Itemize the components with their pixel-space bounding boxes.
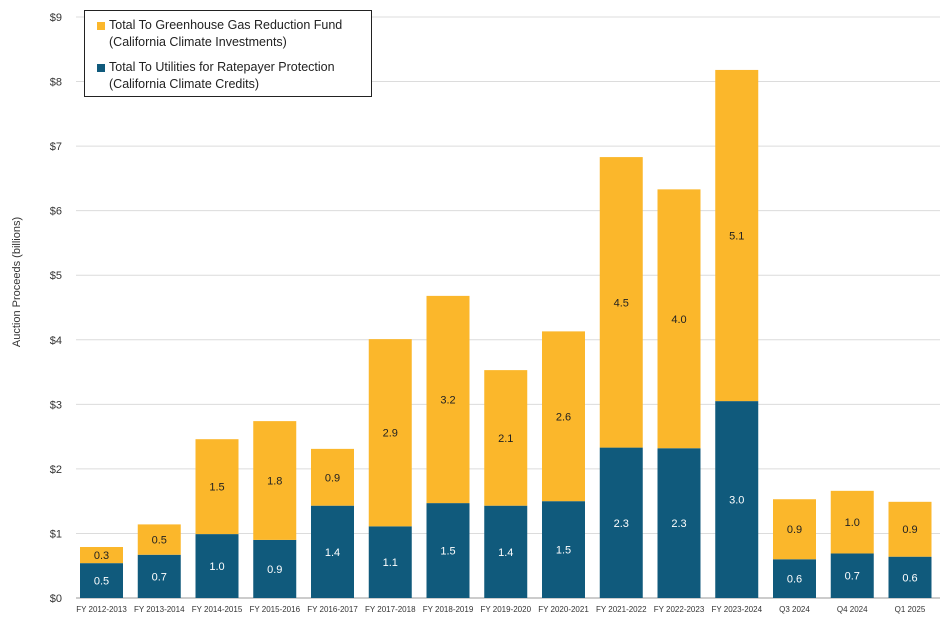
data-label-utilities: 0.5 — [94, 576, 109, 588]
y-axis-ticks: $0 $1 $2 $3 $4 $5 $6 $7 $8 $9 — [50, 12, 62, 605]
x-tick-label: FY 2021-2022 — [596, 605, 647, 614]
bar-utilities — [80, 563, 123, 598]
legend: Total To Greenhouse Gas Reduction Fund (… — [84, 10, 372, 97]
bar-utilities — [426, 503, 470, 598]
legend-label-ggrf: Total To Greenhouse Gas Reduction Fund — [109, 18, 343, 32]
y-tick-label: $5 — [50, 270, 62, 282]
data-label-utilities: 0.7 — [152, 571, 167, 583]
data-label-ggrf: 0.9 — [902, 524, 917, 536]
data-label-ggrf: 3.2 — [440, 394, 455, 406]
x-tick-label: FY 2018-2019 — [423, 605, 474, 614]
y-tick-label: $3 — [50, 399, 62, 411]
data-label-ggrf: 0.9 — [787, 524, 802, 536]
data-label-ggrf: 2.9 — [383, 428, 398, 440]
bar-utilities — [311, 505, 354, 598]
y-tick-label: $4 — [50, 335, 62, 347]
x-axis-category-labels: FY 2012-2013 FY 2013-2014 FY 2014-2015 FY 2… — [76, 605, 926, 614]
bar-utilities — [715, 401, 759, 598]
bar-utilities — [599, 447, 643, 598]
bar-utilities — [195, 534, 239, 598]
data-label-utilities: 1.4 — [498, 547, 513, 559]
legend-entry-ggrf: Total To Greenhouse Gas Reduction Fund (… — [97, 17, 363, 51]
data-label-utilities: 2.3 — [614, 518, 629, 530]
data-label-ggrf: 1.0 — [845, 517, 860, 529]
data-label-utilities: 1.5 — [556, 545, 571, 557]
x-tick-label: FY 2023-2024 — [711, 605, 762, 614]
bar-ggrf — [253, 421, 297, 540]
legend-sublabel-ggrf: (California Climate Investments) — [109, 35, 287, 49]
x-tick-label: FY 2017-2018 — [365, 605, 416, 614]
bars: 0.5 0.3 0.7 0.5 1.0 1.5 0.9 1.8 1.4 0.9 1.1 2.9 1.5 3… — [80, 69, 932, 598]
legend-swatch-ggrf — [97, 22, 105, 30]
data-label-ggrf: 1.8 — [267, 476, 282, 488]
data-label-utilities: 0.6 — [787, 574, 802, 586]
bar-utilities — [484, 505, 528, 598]
bar-utilities — [253, 539, 297, 598]
legend-entry-utilities: Total To Utilities for Ratepayer Protect… — [97, 59, 363, 93]
bar-utilities — [137, 554, 181, 598]
data-label-ggrf: 0.5 — [152, 535, 167, 547]
data-label-utilities: 0.9 — [267, 564, 282, 576]
x-tick-label: FY 2019-2020 — [480, 605, 531, 614]
data-label-utilities: 3.0 — [729, 495, 744, 507]
x-tick-label: FY 2015-2016 — [249, 605, 300, 614]
y-tick-label: $9 — [50, 12, 62, 24]
y-axis-label: Auction Proceeds (billions) — [11, 217, 23, 347]
bar-ggrf — [715, 69, 759, 402]
bar-ggrf — [80, 547, 123, 564]
y-tick-label: $8 — [50, 77, 62, 89]
data-label-utilities: 1.5 — [440, 546, 455, 558]
x-tick-label: FY 2020-2021 — [538, 605, 589, 614]
data-label-ggrf: 0.9 — [325, 472, 340, 484]
y-tick-label: $7 — [50, 141, 62, 153]
bar-utilities — [888, 556, 932, 598]
x-tick-label: FY 2012-2013 — [76, 605, 127, 614]
bar-ggrf — [830, 490, 874, 554]
bar-ggrf — [599, 157, 643, 448]
data-label-utilities: 2.3 — [671, 518, 686, 530]
y-tick-label: $1 — [50, 528, 62, 540]
data-label-utilities: 0.7 — [845, 571, 860, 583]
bar-ggrf — [542, 331, 585, 502]
bar-utilities — [657, 448, 701, 598]
bar-ggrf — [195, 439, 239, 535]
data-label-ggrf: 2.1 — [498, 433, 513, 445]
data-label-utilities: 1.0 — [209, 561, 224, 573]
x-tick-label: FY 2014-2015 — [192, 605, 243, 614]
x-tick-label: FY 2022-2023 — [654, 605, 705, 614]
legend-sublabel-utilities: (California Climate Credits) — [109, 77, 260, 91]
legend-swatch-utilities — [97, 64, 105, 72]
data-label-ggrf: 5.1 — [729, 231, 744, 243]
bar-utilities — [368, 526, 412, 598]
x-tick-label: Q1 2025 — [895, 605, 926, 614]
bar-ggrf — [657, 189, 701, 449]
data-label-ggrf: 4.5 — [614, 297, 629, 309]
bar-utilities — [773, 559, 816, 598]
bar-ggrf — [773, 499, 816, 560]
bar-ggrf — [137, 524, 181, 555]
x-tick-label: Q4 2024 — [837, 605, 868, 614]
x-tick-label: FY 2016-2017 — [307, 605, 358, 614]
bar-ggrf — [426, 295, 470, 504]
y-tick-label: $6 — [50, 206, 62, 218]
data-label-ggrf: 4.0 — [671, 314, 686, 326]
data-label-utilities: 0.6 — [902, 572, 917, 584]
bar-ggrf — [368, 339, 412, 527]
x-tick-label: FY 2013-2014 — [134, 605, 185, 614]
x-tick-label: Q3 2024 — [779, 605, 810, 614]
data-label-ggrf: 0.3 — [94, 550, 109, 562]
legend-label-utilities: Total To Utilities for Ratepayer Protect… — [109, 60, 335, 74]
bar-ggrf — [484, 370, 528, 506]
data-label-ggrf: 2.6 — [556, 411, 571, 423]
bar-utilities — [830, 553, 874, 598]
data-label-ggrf: 1.5 — [209, 482, 224, 494]
bar-utilities — [542, 501, 585, 598]
bar-ggrf — [311, 448, 354, 506]
y-tick-label: $2 — [50, 464, 62, 476]
data-label-utilities: 1.4 — [325, 547, 340, 559]
bar-ggrf — [888, 501, 932, 557]
data-label-utilities: 1.1 — [383, 557, 398, 569]
y-tick-label: $0 — [50, 593, 62, 605]
